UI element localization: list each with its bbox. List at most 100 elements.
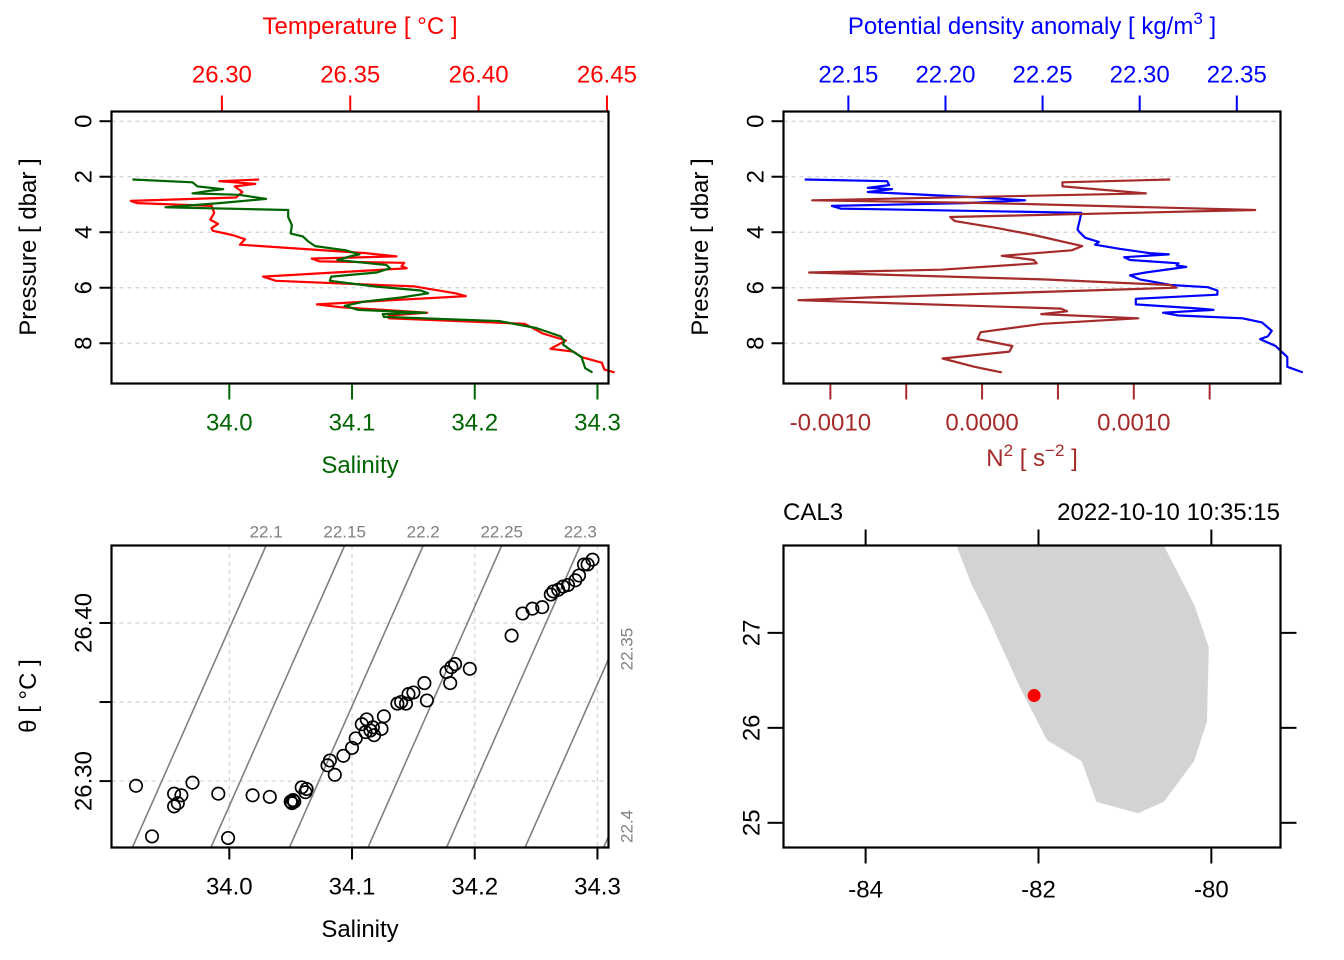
station-name: CAL3 <box>783 499 843 526</box>
y-tick-label: 8 <box>71 337 98 350</box>
isopycnal-label: 22.2 <box>407 523 440 542</box>
isopycnal-label: 22.4 <box>618 810 637 843</box>
y-tick-label: 0 <box>743 115 770 128</box>
ts-data-point <box>348 731 363 746</box>
top-tick-label: 22.15 <box>818 62 878 89</box>
ts-profile-panel: Temperature [ °C ] 0 2 4 6 8 26.30 26.35 26.40 2… <box>15 13 637 479</box>
pressure-axis-title: Pressure [ dbar ] <box>15 158 42 335</box>
x-tick-label: 34.1 <box>329 874 376 901</box>
ts-data-point <box>283 794 298 809</box>
bottom-tick-label: 34.0 <box>206 410 253 437</box>
ts-data-point <box>144 829 160 844</box>
ts-data-point <box>344 740 360 755</box>
isopycnal-line <box>524 657 609 848</box>
top-tick-label: 22.25 <box>1013 62 1073 89</box>
ts-data-point <box>262 789 277 804</box>
bottom-tick-label: 34.3 <box>574 410 621 437</box>
isopycnal-label: 22.25 <box>480 523 523 542</box>
ts-diagram-plot-box <box>110 544 610 849</box>
latitude-tick-label: 26 <box>739 714 766 741</box>
isopycnal-line <box>131 545 267 848</box>
temperature-axis-title: Temperature [ °C ] <box>263 13 458 40</box>
isopycnal-line <box>210 545 346 848</box>
top-tick-label: 22.30 <box>1110 62 1170 89</box>
ts-data-point <box>322 753 337 768</box>
latitude-tick-label: 27 <box>739 620 766 647</box>
ts-data-point <box>525 601 540 616</box>
pressure-axis-title-2: Pressure [ dbar ] <box>687 158 714 335</box>
ts-data-point <box>170 796 185 811</box>
y-tick-label: 4 <box>743 226 770 239</box>
ts-data-point <box>174 788 189 803</box>
isopycnal-label: 22.35 <box>618 628 637 671</box>
series-line-salinity <box>132 178 594 374</box>
ts-data-point <box>443 676 458 691</box>
ts-data-point <box>398 696 414 711</box>
y-tick-label: 26.30 <box>71 751 98 811</box>
isopycnal-label: 22.15 <box>323 523 366 542</box>
ts-data-point <box>211 786 226 801</box>
y-tick-label: 26.40 <box>71 593 98 653</box>
ts-profile-plot-box <box>110 110 610 385</box>
x-tick-label: 34.0 <box>206 874 253 901</box>
bottom-tick-label: 0.0010 <box>1097 410 1170 437</box>
density-n2-panel: Potential density anomaly [ kg/m3 ] 0 2 4 6… <box>687 9 1304 472</box>
x-tick-label: 34.3 <box>574 874 621 901</box>
top-tick-label: 22.20 <box>915 62 975 89</box>
ts-data-point <box>286 793 301 808</box>
isopycnal-label: 22.1 <box>250 523 283 542</box>
ts-data-point <box>448 657 463 672</box>
station-marker <box>1027 689 1041 703</box>
ts-data-point <box>535 600 550 615</box>
ts-data-point <box>444 660 459 675</box>
longitude-tick-label: -84 <box>848 877 883 904</box>
top-tick-label: 26.30 <box>192 62 252 89</box>
ts-data-point <box>419 693 434 708</box>
ts-data-point <box>336 748 351 763</box>
ts-data-point <box>287 794 302 809</box>
ts-data-point <box>585 552 600 567</box>
ts-data-point <box>504 628 519 643</box>
bottom-tick-label: 34.1 <box>329 410 376 437</box>
y-tick-label: 6 <box>743 281 770 294</box>
isopycnal-line <box>288 545 424 848</box>
ts-data-point <box>327 767 342 782</box>
station-map-panel: -84 -82 -80 25 26 27 CAL3 2022-10-10 10:35:15 <box>739 499 1297 904</box>
ts-data-point <box>185 775 200 790</box>
series-line-temperature <box>129 178 615 374</box>
y-tick-label: 2 <box>743 170 770 183</box>
land-polygon <box>956 545 1209 814</box>
bottom-tick-label: -0.0010 <box>790 410 871 437</box>
ts-data-point <box>167 799 182 814</box>
ts-data-point <box>406 685 421 700</box>
ts-data-point <box>376 709 391 724</box>
latitude-tick-label: 25 <box>739 809 766 836</box>
ts-salinity-axis-title: Salinity <box>321 916 398 943</box>
ts-data-point <box>580 557 595 572</box>
n2-axis-title: N2 [ s−2 ] <box>986 441 1078 472</box>
density-n2-plot-box <box>782 110 1282 385</box>
ts-data-point <box>298 785 313 800</box>
y-tick-label: 8 <box>743 337 770 350</box>
map-plot-box <box>782 544 1282 849</box>
series-line-n2 <box>797 178 1257 374</box>
station-datetime: 2022-10-10 10:35:15 <box>1057 499 1280 526</box>
ts-data-point <box>462 661 477 676</box>
bottom-tick-label: 34.2 <box>451 410 498 437</box>
ts-data-point <box>417 676 432 691</box>
ts-data-point <box>359 712 374 727</box>
longitude-tick-label: -82 <box>1021 877 1056 904</box>
ts-data-point <box>543 587 558 602</box>
salinity-axis-title: Salinity <box>321 452 398 479</box>
ts-data-point <box>245 788 260 803</box>
ts-data-point <box>560 577 576 593</box>
y-tick-label: 6 <box>71 281 98 294</box>
top-tick-label: 26.45 <box>577 62 637 89</box>
isopycnal-line <box>602 834 609 848</box>
top-tick-label: 22.35 <box>1207 62 1267 89</box>
y-tick-label: 2 <box>71 170 98 183</box>
isopycnal-line <box>367 545 503 848</box>
ts-diagram-panel: 22.1 22.15 22.2 22.25 22.3 22.35 22.4 34.0 34.1… <box>15 523 637 944</box>
isopycnal-label: 22.3 <box>564 523 597 542</box>
